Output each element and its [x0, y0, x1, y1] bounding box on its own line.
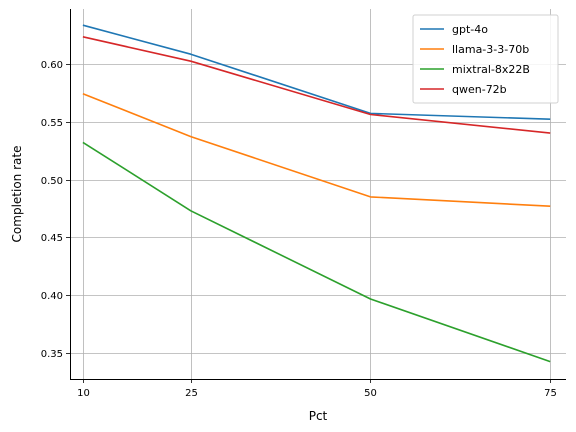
series-line-qwen-72b	[82, 36, 551, 134]
legend-box	[412, 14, 559, 104]
legend-label: gpt-4o	[452, 23, 488, 36]
series-line-mixtral-8x22B	[82, 141, 551, 363]
y-tick-label: 0.60	[41, 60, 63, 71]
x-tick-label: 75	[544, 388, 557, 399]
legend: gpt-4o llama-3-3-70b mixtral-8x22B qwen-72b	[412, 14, 559, 104]
y-axis-label: Completion rate	[10, 146, 24, 243]
legend-label: llama-3-3-70b	[452, 43, 529, 56]
series-lines	[82, 24, 551, 363]
legend-label: mixtral-8x22B	[452, 63, 530, 76]
x-tick-label: 50	[364, 388, 377, 399]
legend-label: qwen-72b	[452, 83, 507, 96]
x-axis-label: Pct	[309, 409, 328, 423]
y-tick-label: 0.40	[41, 291, 63, 302]
x-tick-label: 25	[185, 388, 198, 399]
series-line-llama-3-3-70b	[82, 92, 551, 207]
axes	[70, 9, 566, 380]
ticks: 10 25 50 75 0.35 0.40 0.45 0.50 0.55 0.60	[41, 60, 557, 399]
x-tick-label: 10	[77, 388, 90, 399]
y-tick-label: 0.35	[41, 349, 63, 360]
y-tick-label: 0.50	[41, 176, 63, 187]
y-tick-label: 0.45	[41, 233, 63, 244]
series-line-gpt-4o	[82, 24, 551, 120]
y-tick-label: 0.55	[41, 118, 63, 129]
